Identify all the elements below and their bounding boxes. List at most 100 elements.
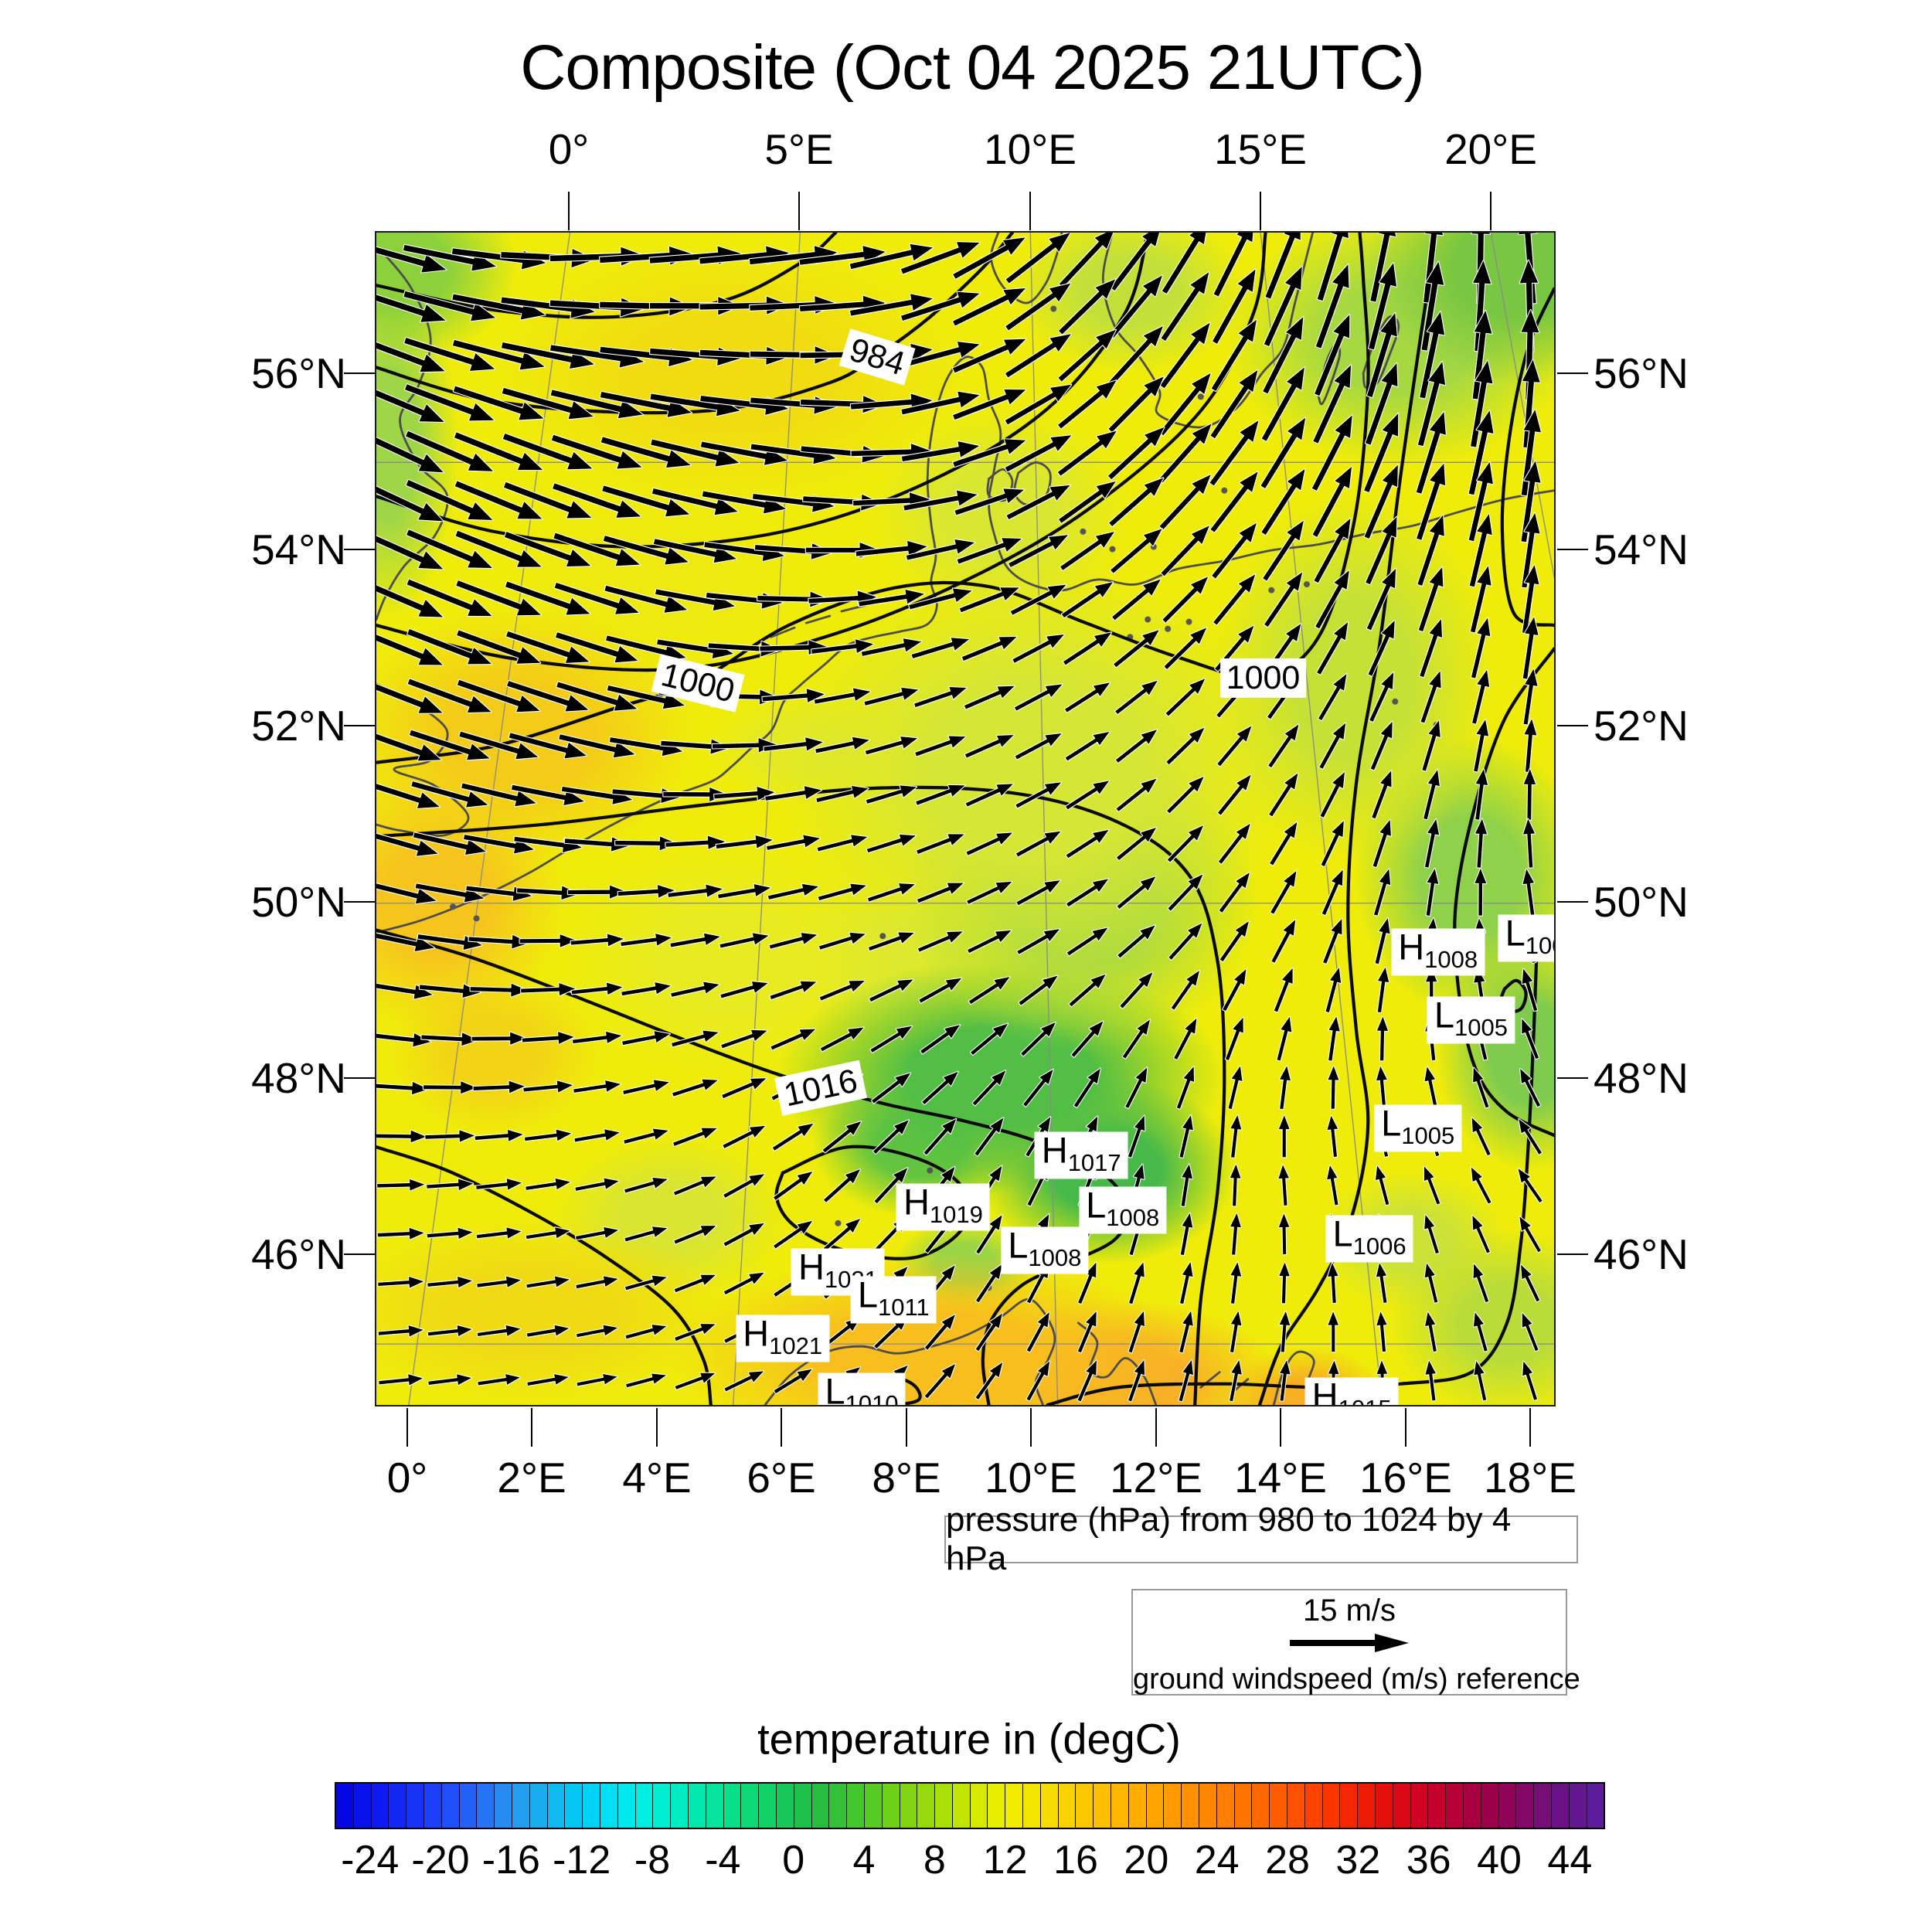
pressure-center-L-1010: L1010 bbox=[818, 1372, 906, 1405]
colorbar-title: temperature in (degC) bbox=[757, 1714, 1181, 1764]
colorbar-cell bbox=[1358, 1784, 1376, 1828]
left-axis-label-2: 52°N bbox=[251, 702, 346, 750]
top-axis-tick bbox=[1029, 192, 1031, 230]
wind-arrows-layer bbox=[376, 233, 1543, 1403]
colorbar-cell bbox=[1410, 1784, 1429, 1828]
left-axis-label-1: 54°N bbox=[251, 526, 346, 573]
colorbar-cell bbox=[1551, 1784, 1570, 1828]
right-axis-tick bbox=[1557, 1253, 1588, 1255]
colorbar-cell bbox=[583, 1784, 600, 1828]
colorbar bbox=[335, 1782, 1605, 1829]
colorbar-cell bbox=[653, 1784, 672, 1828]
colorbar-tick-label-8: 8 bbox=[923, 1838, 946, 1883]
colorbar-cell bbox=[477, 1784, 495, 1828]
top-axis-label-4: 20°E bbox=[1444, 125, 1537, 173]
top-axis-tick bbox=[798, 192, 800, 230]
colorbar-cell bbox=[1464, 1784, 1481, 1828]
pressure-center-H-1015: H1015 bbox=[1304, 1377, 1399, 1405]
right-axis-label-0: 56°N bbox=[1594, 349, 1689, 397]
bottom-axis-tick bbox=[1030, 1408, 1032, 1447]
bottom-axis-label-1: 2°E bbox=[497, 1454, 566, 1502]
colorbar-cell bbox=[635, 1784, 654, 1828]
map-labels-layer: 984 1000 1000 1016 H1008 L1005 L1005 L1005 H1017… bbox=[376, 233, 1554, 1405]
pressure-center-L-1008: L1008 bbox=[1001, 1226, 1089, 1274]
bottom-axis-label-8: 16°E bbox=[1359, 1454, 1452, 1502]
bottom-axis-tick bbox=[1529, 1408, 1531, 1447]
colorbar-cell bbox=[1587, 1784, 1604, 1828]
colorbar-cell bbox=[829, 1784, 848, 1828]
colorbar-tick-label-32: 32 bbox=[1335, 1838, 1381, 1883]
top-axis-tick bbox=[1490, 192, 1492, 230]
colorbar-cell bbox=[759, 1784, 777, 1828]
colorbar-tick-label--4: -4 bbox=[705, 1838, 741, 1883]
colorbar-cell bbox=[512, 1784, 530, 1828]
colorbar-tick-label-12: 12 bbox=[982, 1838, 1028, 1883]
colorbar-cell bbox=[1428, 1784, 1447, 1828]
colorbar-tick-label-4: 4 bbox=[852, 1838, 876, 1883]
left-axis-tick bbox=[344, 549, 375, 550]
bottom-axis-tick bbox=[1155, 1408, 1157, 1447]
contour-label-1000: 1000 bbox=[651, 653, 744, 713]
wind-reference-caption: ground windspeed (m/s) reference bbox=[1133, 1663, 1580, 1696]
colorbar-cell bbox=[1446, 1784, 1464, 1828]
colorbar-cell bbox=[600, 1784, 618, 1828]
colorbar-tick-label--20: -20 bbox=[411, 1838, 470, 1883]
wind-reference-legend: 15 m/s ground windspeed (m/s) reference bbox=[1131, 1589, 1580, 1696]
left-axis-label-0: 56°N bbox=[251, 349, 346, 397]
bottom-axis-tick bbox=[656, 1408, 658, 1447]
pressure-center-L-1008: L1008 bbox=[1079, 1186, 1167, 1234]
colorbar-cell bbox=[1481, 1784, 1499, 1828]
colorbar-cell bbox=[371, 1784, 389, 1828]
colorbar-cell bbox=[547, 1784, 566, 1828]
top-axis-label-1: 5°E bbox=[764, 125, 834, 173]
colorbar-cell bbox=[1216, 1784, 1235, 1828]
colorbar-cell bbox=[864, 1784, 883, 1828]
contour-label-984: 984 bbox=[838, 328, 916, 386]
colorbar-tick-label--8: -8 bbox=[634, 1838, 671, 1883]
colorbar-cell bbox=[1005, 1784, 1024, 1828]
right-axis-label-2: 52°N bbox=[1594, 702, 1689, 750]
colorbar-cell bbox=[952, 1784, 971, 1828]
pressure-caption: pressure (hPa) from 980 to 1024 by 4 hPa bbox=[944, 1501, 1578, 1577]
colorbar-cell bbox=[459, 1784, 478, 1828]
map-overlay bbox=[376, 233, 1554, 1405]
bottom-axis-tick bbox=[781, 1408, 782, 1447]
contour-label-1016: 1016 bbox=[774, 1060, 867, 1117]
colorbar-cell bbox=[1340, 1784, 1359, 1828]
colorbar-cell bbox=[389, 1784, 407, 1828]
left-axis-tick bbox=[344, 1077, 375, 1079]
bottom-axis-tick bbox=[1280, 1408, 1281, 1447]
colorbar-cell bbox=[1498, 1784, 1517, 1828]
colorbar-cell bbox=[1322, 1784, 1341, 1828]
colorbar-cell bbox=[423, 1784, 442, 1828]
right-axis-label-1: 54°N bbox=[1594, 526, 1689, 573]
bottom-axis-tick bbox=[406, 1408, 408, 1447]
colorbar-tick-label--24: -24 bbox=[341, 1838, 400, 1883]
bottom-axis-label-0: 0° bbox=[386, 1454, 428, 1502]
colorbar-cell bbox=[935, 1784, 953, 1828]
plot-title: Composite (Oct 04 2025 21UTC) bbox=[520, 32, 1425, 103]
colorbar-cell bbox=[1076, 1784, 1094, 1828]
colorbar-cell bbox=[565, 1784, 583, 1828]
colorbar-cell bbox=[1023, 1784, 1041, 1828]
colorbar-tick-label--12: -12 bbox=[553, 1838, 611, 1883]
left-axis-label-4: 48°N bbox=[251, 1054, 346, 1102]
pressure-center-L-1006: L1006 bbox=[1325, 1215, 1413, 1263]
pressure-caption-text: pressure (hPa) from 980 to 1024 by 4 hPa bbox=[946, 1501, 1512, 1577]
contour-label-1000: 1000 bbox=[1219, 658, 1307, 698]
colorbar-cell bbox=[1128, 1784, 1147, 1828]
bottom-axis-label-4: 8°E bbox=[872, 1454, 941, 1502]
colorbar-cell bbox=[847, 1784, 865, 1828]
colorbar-cell bbox=[353, 1784, 372, 1828]
colorbar-cell bbox=[406, 1784, 424, 1828]
top-axis-tick bbox=[568, 192, 570, 230]
colorbar-cell bbox=[336, 1784, 354, 1828]
bottom-axis-label-9: 18°E bbox=[1484, 1454, 1577, 1502]
left-axis-label-3: 50°N bbox=[251, 878, 346, 926]
bottom-axis-tick bbox=[906, 1408, 907, 1447]
colorbar-cell bbox=[1516, 1784, 1535, 1828]
colorbar-cell bbox=[1252, 1784, 1270, 1828]
colorbar-cell bbox=[794, 1784, 812, 1828]
pressure-center-L-1011: L1011 bbox=[850, 1276, 937, 1324]
